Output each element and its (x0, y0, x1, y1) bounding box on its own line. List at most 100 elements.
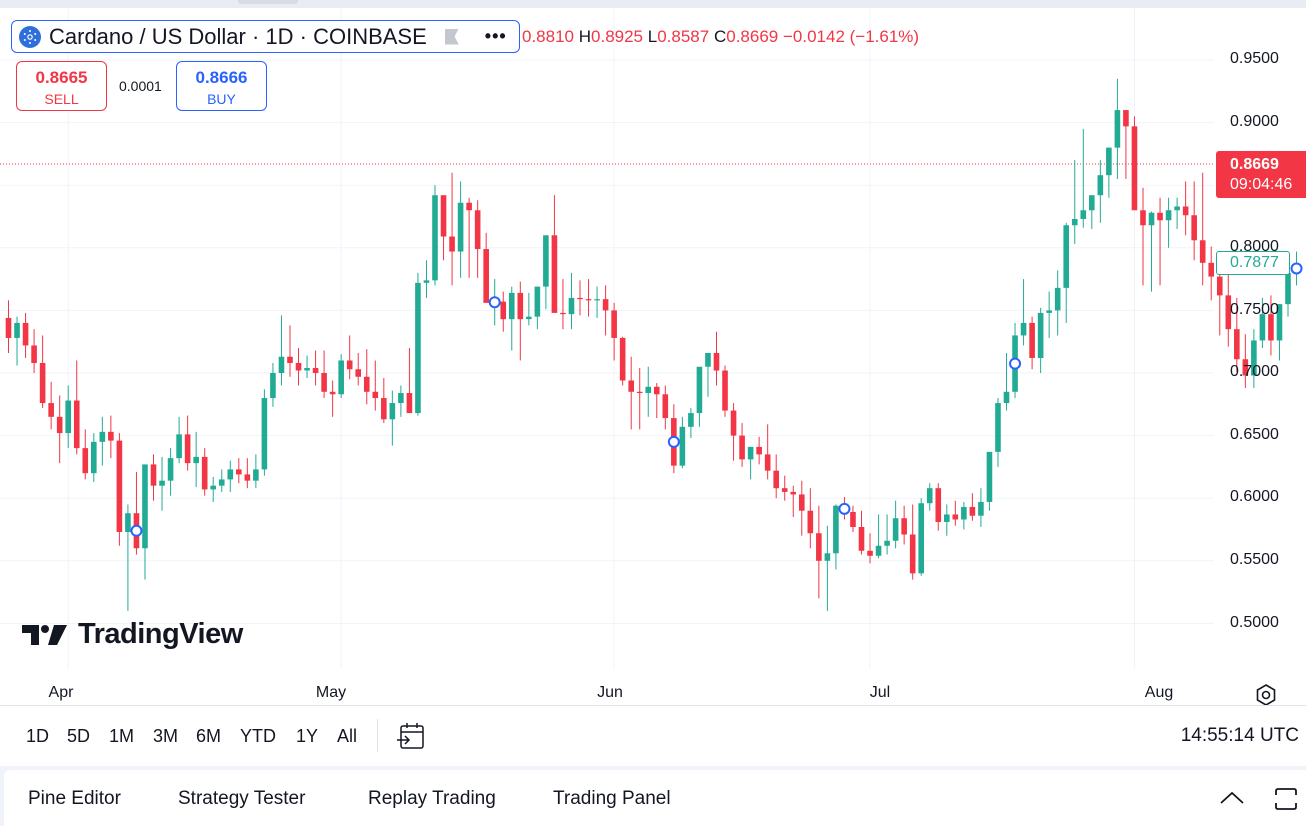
ohlc-high-label: H (578, 27, 592, 46)
calendar-goto-icon[interactable] (396, 722, 426, 750)
tab-trading-panel[interactable]: Trading Panel (553, 788, 671, 809)
candle-body (867, 550, 873, 556)
ohlc-change: −0.0142 (−1.61%) (782, 27, 920, 46)
period-6m-button[interactable]: 6M (196, 726, 222, 746)
spread-value: 0.0001 (119, 78, 162, 94)
buy-label: BUY (207, 91, 236, 107)
tab-pine-editor[interactable]: Pine Editor (28, 788, 121, 809)
symbol-header[interactable]: Cardano / US Dollar · 1D · COINBASE ••• (11, 20, 520, 53)
chart-area[interactable]: Cardano / US Dollar · 1D · COINBASE ••• … (0, 8, 1306, 705)
candle-body (713, 352, 720, 371)
candle-body (184, 434, 191, 464)
candle-body (48, 403, 54, 417)
candle-body (1080, 210, 1087, 220)
more-options-button[interactable]: ••• (484, 26, 507, 46)
toolbar-divider (377, 719, 378, 752)
candle-body (619, 337, 626, 381)
price-tick: 0.7500 (1230, 301, 1279, 318)
candle-body (346, 360, 353, 370)
candle-body (1285, 272, 1291, 305)
sell-price: 0.8665 (35, 68, 88, 87)
candle-body (1029, 322, 1035, 358)
candle-body (142, 464, 148, 549)
candle-body (65, 400, 72, 434)
maximize-icon[interactable] (1272, 786, 1300, 812)
candle-body (602, 299, 609, 311)
candle-body (679, 426, 686, 466)
candle-body (577, 297, 583, 300)
period-5d-button[interactable]: 5D (67, 726, 91, 746)
candle-body (1165, 210, 1172, 221)
candle-body (176, 434, 182, 459)
candle-body (218, 479, 225, 486)
candle-body (628, 380, 634, 392)
candle-body (295, 362, 302, 371)
candle-body (1097, 175, 1104, 196)
period-3m-button[interactable]: 3M (153, 726, 179, 746)
price-tick: 0.5500 (1230, 551, 1279, 568)
candle-body (935, 488, 942, 522)
candle-body (466, 202, 472, 211)
tab-strategy-tester[interactable]: Strategy Tester (178, 788, 306, 809)
candle-body (611, 310, 617, 338)
buy-button[interactable]: 0.8666 BUY (176, 61, 267, 111)
tab-replay-trading[interactable]: Replay Trading (368, 788, 496, 809)
candle-body (952, 514, 959, 520)
candle-body (978, 501, 984, 516)
period-1y-button[interactable]: 1Y (296, 726, 319, 746)
symbol-title[interactable]: Cardano / US Dollar · 1D · COINBASE (49, 23, 427, 49)
cardano-logo-icon (19, 25, 41, 48)
current-price-badge: 0.8669 09:04:46 (1216, 151, 1306, 198)
candle-body (705, 352, 711, 367)
candle-body (39, 362, 46, 404)
ohlc-low: 0.8587 (657, 27, 710, 46)
candle-body (5, 317, 12, 338)
candle-body (551, 235, 558, 313)
candle-body (594, 299, 600, 301)
candle-body (850, 511, 856, 527)
candle-body (662, 394, 669, 419)
period-all-button[interactable]: All (337, 726, 358, 746)
time-tick: Apr (48, 684, 74, 701)
period-1d-button[interactable]: 1D (26, 726, 50, 746)
period-ytd-button[interactable]: YTD (240, 726, 276, 746)
layout-tab[interactable] (238, 0, 298, 4)
period-1m-button[interactable]: 1M (109, 726, 135, 746)
candle-body (568, 297, 575, 315)
chevron-up-icon[interactable] (1218, 786, 1246, 810)
candle-body (1199, 240, 1206, 263)
candle-body (722, 370, 728, 411)
candle-body (824, 553, 831, 561)
tradingview-logo[interactable]: TradingView (22, 618, 243, 651)
candle-body (14, 322, 20, 338)
candle-body (1071, 219, 1078, 226)
candle-body (457, 202, 464, 252)
utc-clock[interactable]: 14:55:14 UTC (1180, 725, 1299, 746)
candle-body (1131, 126, 1138, 211)
candle-body (116, 440, 123, 533)
candle-body (816, 533, 822, 561)
candle-body (918, 503, 925, 574)
candle-body (739, 435, 745, 460)
candle-body (278, 356, 285, 373)
candle-body (287, 356, 293, 363)
candle-body (1140, 210, 1146, 226)
flag-icon[interactable] (444, 28, 459, 45)
event-marker (838, 502, 851, 515)
candle-body (747, 446, 754, 460)
candle-body (1003, 391, 1010, 404)
time-tick: Jun (597, 684, 623, 701)
event-marker (488, 296, 501, 309)
candle-body (909, 534, 916, 574)
candle-body (798, 494, 805, 511)
candle-body (926, 488, 933, 504)
sell-label: SELL (44, 91, 79, 107)
candle-body (270, 373, 276, 399)
candle-body (1106, 147, 1112, 176)
candle-body (1020, 322, 1027, 336)
candle-body (892, 518, 899, 541)
chart-settings-icon[interactable] (1254, 683, 1278, 705)
candle-body (764, 454, 771, 471)
candlestick-chart[interactable] (0, 8, 1306, 705)
sell-button[interactable]: 0.8665 SELL (16, 61, 107, 111)
